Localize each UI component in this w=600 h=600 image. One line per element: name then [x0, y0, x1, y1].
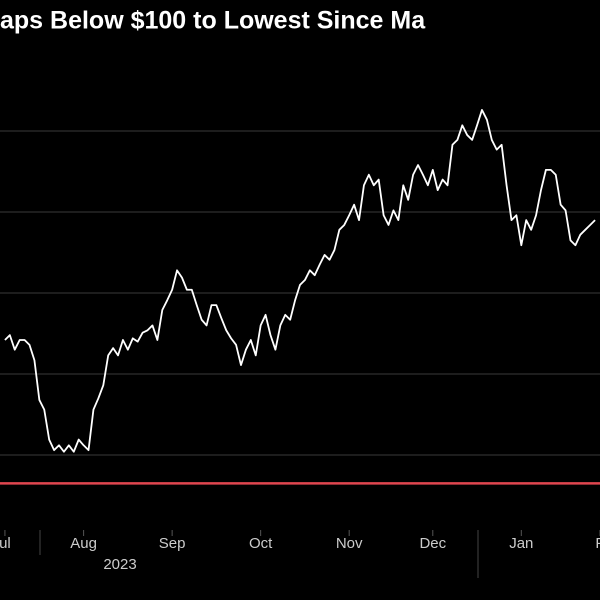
x-tick-label: ul — [0, 535, 11, 552]
x-tick-label: Dec — [419, 535, 446, 552]
x-tick-label: Aug — [70, 535, 97, 552]
price-line — [4, 109, 596, 453]
x-tick-label: Jan — [509, 535, 533, 552]
chart-title: aps Below $100 to Lowest Since Ma — [0, 7, 426, 35]
x-tick-label: Sep — [159, 535, 186, 552]
year-label: 2023 — [103, 556, 136, 573]
x-tick-label: F — [595, 535, 600, 552]
x-tick-label: Oct — [249, 535, 273, 552]
x-tick-label: Nov — [336, 535, 363, 552]
